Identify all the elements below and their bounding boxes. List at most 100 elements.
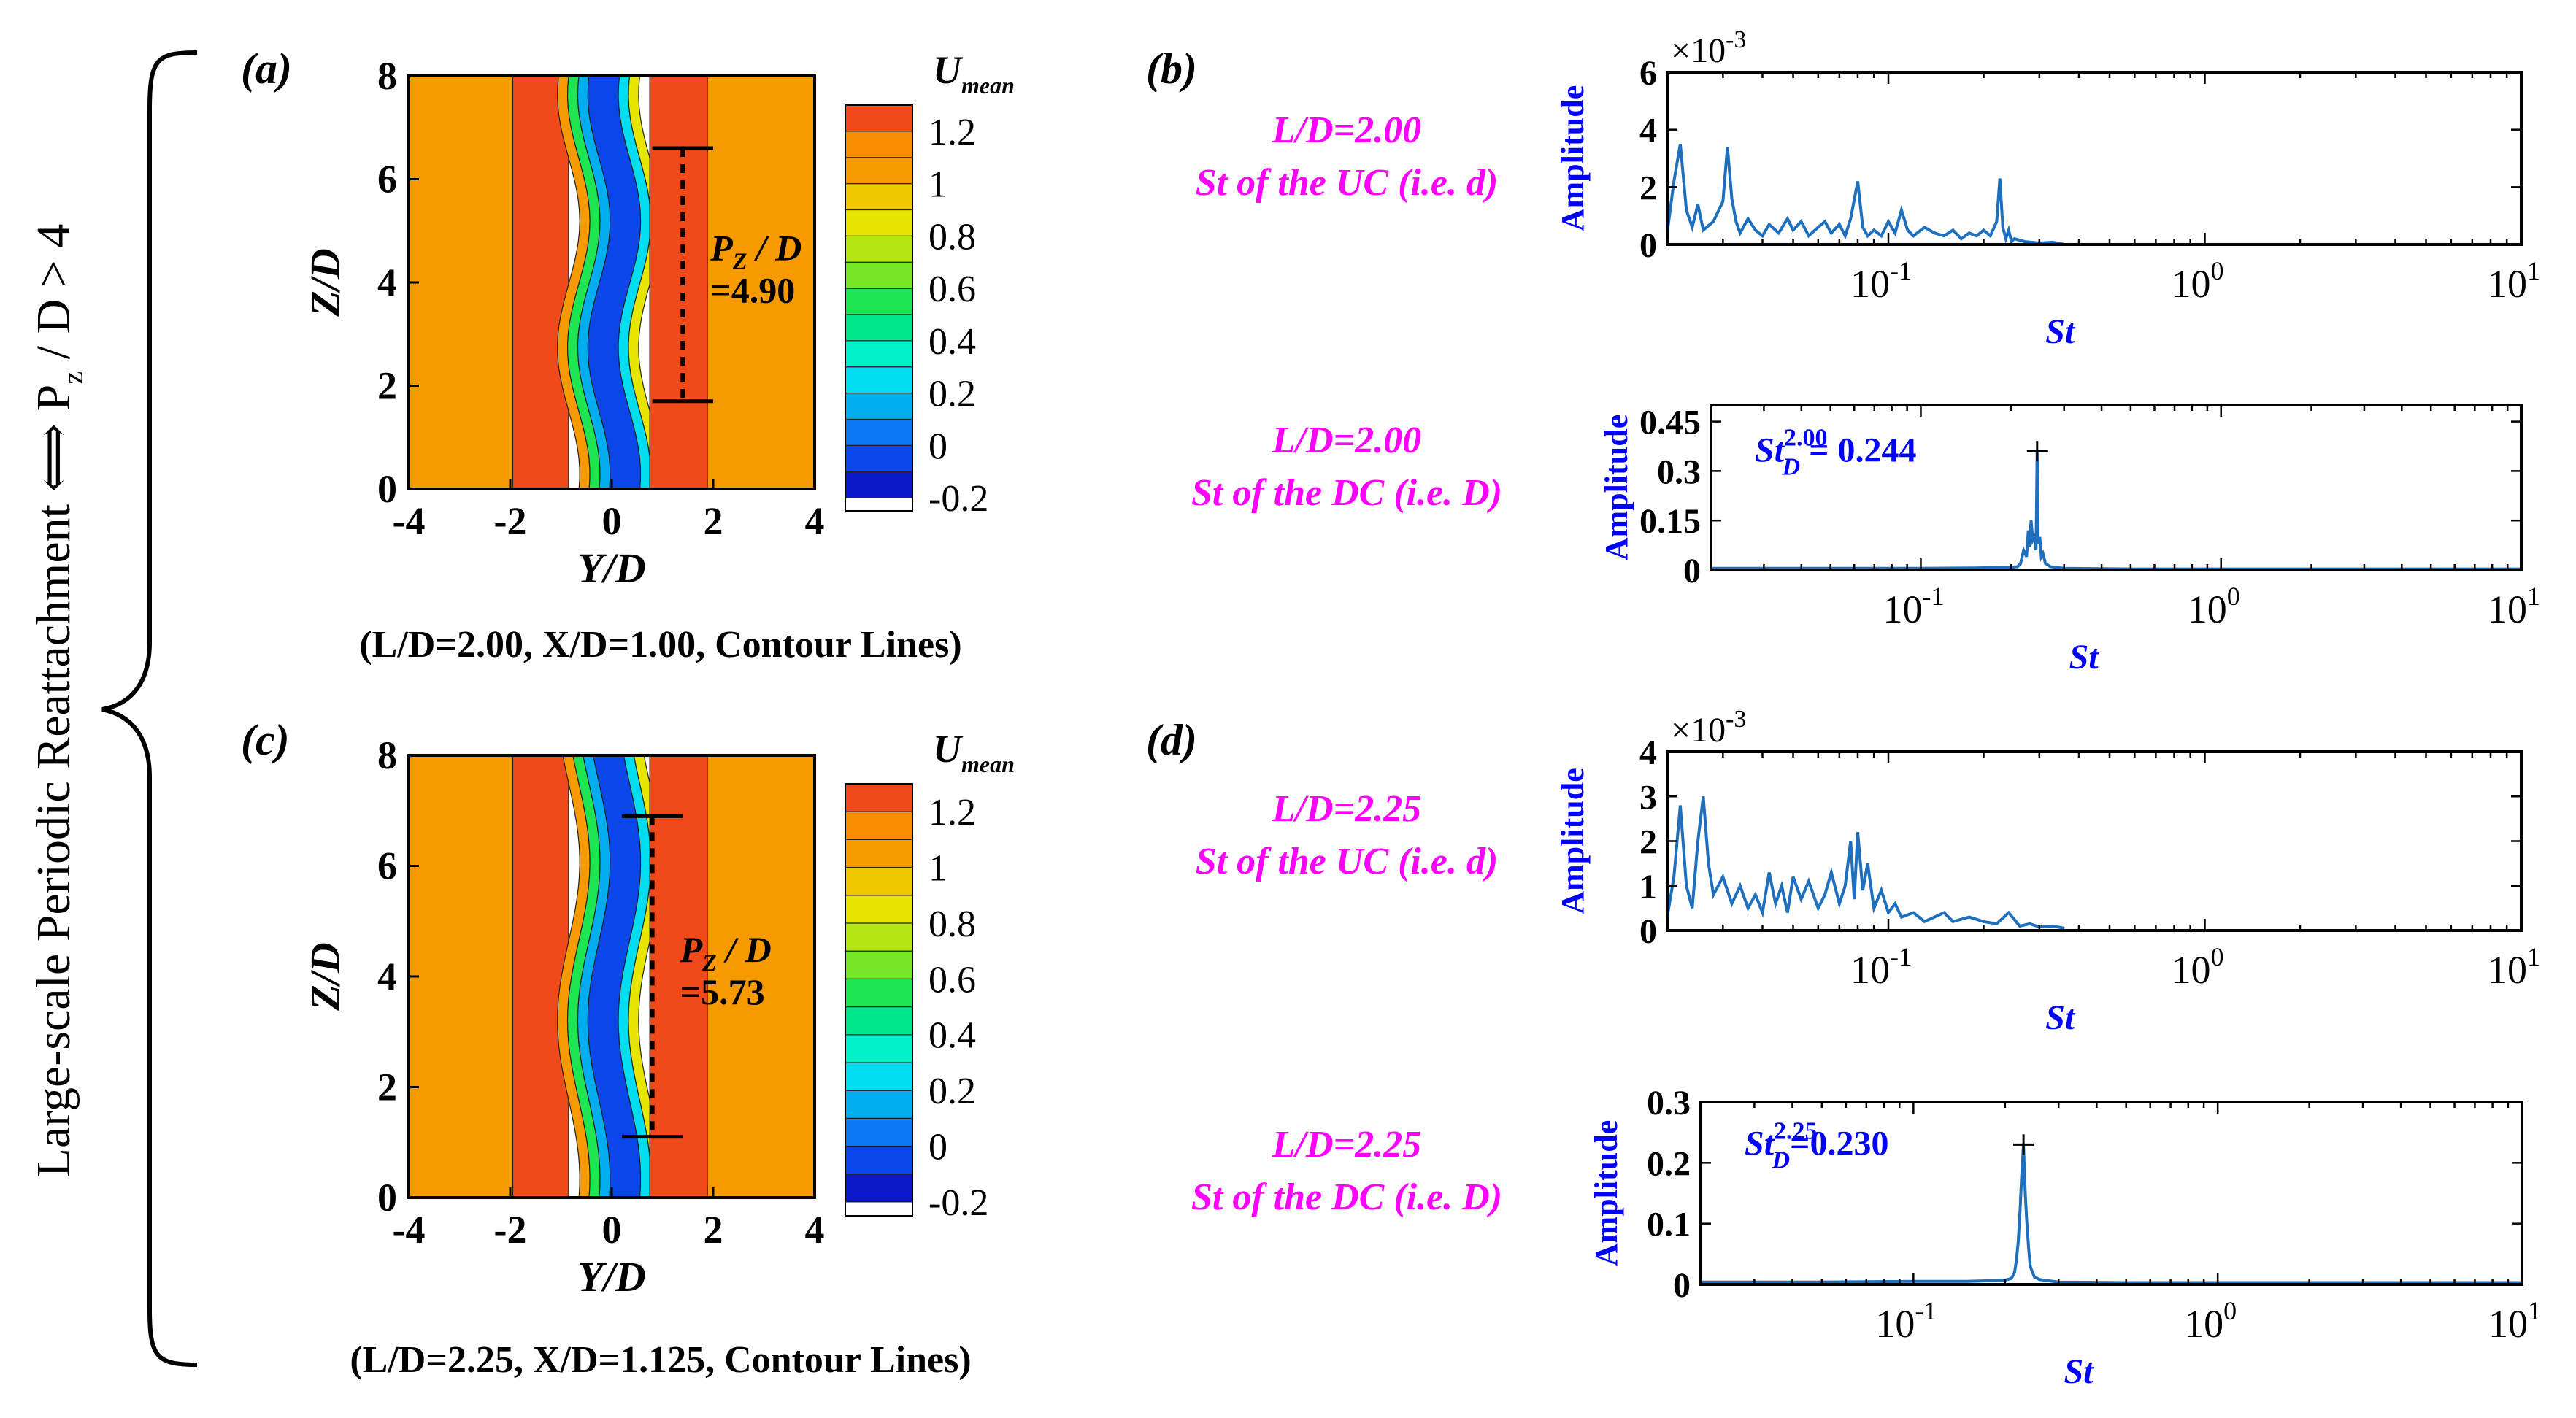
colorbar-tick-label: 1 <box>928 164 947 206</box>
y-tick-label: 0.2 <box>1647 1144 1691 1183</box>
spectrum-line <box>1666 143 2065 246</box>
colorbar-swatch <box>845 866 913 896</box>
x-axis-label: St <box>2064 1352 2094 1391</box>
x-axis-label: Y/D <box>577 544 645 592</box>
colorbar-title: Umean <box>933 727 1015 777</box>
case-description: St of the DC (i.e. D) <box>1191 1176 1502 1218</box>
contour-band <box>409 76 513 489</box>
colorbar-swatch <box>845 1174 913 1203</box>
colorbar-swatch <box>845 811 913 840</box>
case-label: L/D=2.25 <box>1272 788 1421 830</box>
x-tick-label: 100 <box>2184 1296 2237 1346</box>
colorbar-tick-label: 1 <box>928 848 947 890</box>
side-label: Large-scale Periodic Reattachment ⟺ Pz /… <box>27 224 89 1178</box>
y-tick-label: 2 <box>377 1066 397 1109</box>
contour-band <box>409 755 513 1198</box>
spectrum-panel-d1: 10-1 100 10101234StAmplitude×10-3L/D=2.25S… <box>1146 706 2540 1037</box>
colorbar-swatch <box>845 235 913 263</box>
colorbar-tick-label: -0.2 <box>928 478 988 520</box>
colorbar-swatch <box>845 1117 913 1147</box>
y-tick-label: 4 <box>377 261 397 304</box>
x-tick-label: 2 <box>704 1208 723 1252</box>
y-tick-label: 0 <box>1683 552 1701 590</box>
curly-brace <box>101 50 198 1367</box>
contour-band <box>708 755 815 1198</box>
panel-caption: (L/D=2.00, X/D=1.00, Contour Lines) <box>359 624 961 666</box>
contour-band <box>708 76 815 489</box>
y-tick-label: 2 <box>1639 169 1657 207</box>
y-tick-label: 1 <box>1639 868 1657 906</box>
colorbar-swatch <box>845 288 913 315</box>
colorbar-swatch <box>845 183 913 211</box>
spectrum-panel-b1: 10-1 100 101 0 2 4 6 St Amplitude ×10-3 L/D=2.00 St… <box>1146 26 2540 351</box>
colorbar-swatch <box>845 131 913 158</box>
peak-annotation: St2.25 D=0.230 <box>1745 1117 1888 1174</box>
contour-band <box>512 75 569 490</box>
spectrum-panel-b2: 10-1 100 101 0 0.15 0.3 0.45 St Amplitude L/D=2.0… <box>1191 404 2540 677</box>
colorbar-swatch <box>845 1034 913 1063</box>
contour-panel-a: -4 -2 0 2 4 0 2 4 6 8 Y/D Z/D (a) (L/D=2.00, X/D=1.00… <box>241 45 962 666</box>
colorbar-swatch <box>845 950 913 979</box>
x-tick-label: 101 <box>2488 256 2540 306</box>
colorbar-swatch <box>845 1006 913 1036</box>
colorbar-swatch <box>845 157 913 185</box>
colorbar-tick-label: 0.6 <box>928 269 976 310</box>
colorbar-tick-label: 0 <box>928 1127 947 1168</box>
spectrum-line <box>1666 796 2065 930</box>
period-annotation: PZ / D <box>680 929 772 976</box>
x-tick-label: 4 <box>805 1208 825 1252</box>
x-tick-label: 101 <box>2488 1296 2541 1346</box>
y-tick-label: 2 <box>1639 823 1657 862</box>
y-tick-label: 0 <box>1673 1266 1691 1305</box>
colorbar-swatch <box>845 471 913 498</box>
contour-band <box>649 75 709 490</box>
colorbar-swatch <box>845 783 913 812</box>
colorbar-swatch <box>845 839 913 868</box>
colorbar-tick-label: 0 <box>928 425 947 467</box>
panel-caption: (L/D=2.25, X/D=1.125, Contour Lines) <box>350 1339 971 1381</box>
side-label-text: Large-scale Periodic Reattachment ⟺ Pz /… <box>27 224 89 1178</box>
y-tick-label: 4 <box>377 955 397 998</box>
colorbar-swatch <box>845 261 913 289</box>
panel-label: (b) <box>1146 45 1197 93</box>
colorbar-swatch <box>845 1062 913 1091</box>
colorbar-tick-label: 1.2 <box>928 112 976 153</box>
case-label: L/D=2.25 <box>1272 1124 1421 1165</box>
x-tick-label: -4 <box>393 499 426 543</box>
x-tick-label: 101 <box>2488 582 2540 631</box>
plot-frame <box>1666 71 2523 246</box>
colorbar-tick-label: 0.2 <box>928 374 976 415</box>
case-description: St of the UC (i.e. d) <box>1196 841 1499 882</box>
colorbar-swatch <box>845 1090 913 1119</box>
colorbar-c: 1.2 1 0.8 0.6 0.4 0.2 0 -0.2 Umean <box>845 727 1015 1224</box>
colorbar-tick-label: 0.8 <box>928 903 976 945</box>
colorbar-tick-label: 0.8 <box>928 216 976 258</box>
plot-frame <box>1710 404 2523 571</box>
y-tick-label: 0 <box>377 1176 397 1219</box>
colorbar-swatch <box>845 314 913 342</box>
plot-frame <box>1699 1101 2523 1286</box>
y-tick-label: 0.1 <box>1647 1206 1691 1244</box>
y-tick-label: 2 <box>377 364 397 408</box>
panel-label: (c) <box>241 716 290 764</box>
y-axis-label: Z/D <box>301 942 349 1011</box>
x-tick-label: 10-1 <box>1850 256 1912 306</box>
x-tick-label: 100 <box>2172 256 2224 306</box>
colorbar-tick-label: 0.4 <box>928 1015 976 1057</box>
y-tick-label: 6 <box>377 158 397 201</box>
x-tick-label: 100 <box>2188 582 2240 631</box>
colorbar-title: Umean <box>933 48 1015 99</box>
spectrum-line <box>1701 1144 2522 1284</box>
y-tick-label: 6 <box>377 844 397 888</box>
x-axis-label: St <box>2069 638 2100 677</box>
x-tick-label: 2 <box>704 499 723 543</box>
y-tick-label: 6 <box>1639 54 1657 93</box>
y-axis-label: Amplitude <box>1555 768 1591 914</box>
y-tick-label: 0.3 <box>1647 1084 1691 1122</box>
contour-band <box>512 755 569 1198</box>
y-axis-label: Amplitude <box>1599 415 1634 560</box>
x-tick-label: 10-1 <box>1875 1296 1937 1346</box>
y-axis-label: Z/D <box>301 248 349 317</box>
x-tick-label: 100 <box>2172 942 2224 992</box>
